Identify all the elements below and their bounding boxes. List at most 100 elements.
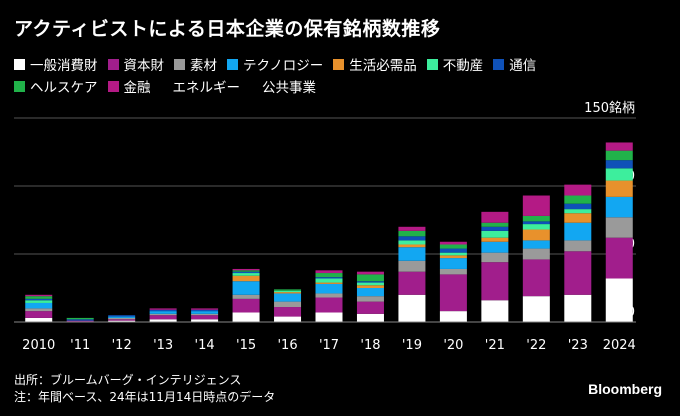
bar-segment [232, 294, 260, 299]
legend-item: テクノロジー [227, 54, 323, 74]
bar-segment [232, 275, 260, 282]
bar-segment [66, 320, 94, 322]
bar-segment [439, 268, 467, 275]
legend-label: 通信 [509, 58, 537, 74]
legend-swatch [107, 80, 119, 92]
x-tick-label: '15 [236, 338, 256, 353]
bar-segment [66, 319, 94, 321]
bar-segment [315, 273, 343, 278]
bar-segment [439, 248, 467, 253]
bar-segment [108, 320, 136, 322]
bar-segment [108, 319, 136, 321]
bar-segment [439, 274, 467, 312]
bar-segment [232, 271, 260, 274]
bar-segment [605, 278, 633, 322]
x-tick-label: 2024 [603, 338, 636, 353]
bar-segment [398, 244, 426, 248]
bar-segment [522, 240, 550, 249]
bar-segment [25, 298, 53, 301]
legend-swatch [493, 58, 505, 70]
bar-segment [25, 294, 53, 297]
bar-segment [149, 315, 177, 320]
bar-segment [232, 281, 260, 295]
legend-swatch [174, 58, 185, 70]
bar-segment [274, 316, 302, 322]
bar-segment [398, 240, 426, 245]
x-tick-label: '20 [443, 338, 463, 353]
bar-segment [315, 283, 343, 294]
bar-segment [315, 293, 343, 298]
bar-segment [481, 237, 509, 242]
bar-segment [439, 244, 467, 249]
legend-row: 一般消費財 資本財 素材 テクノロジー 生活必需品 不動産 通信 [14, 54, 674, 74]
bar-segment [522, 296, 550, 322]
bar-segment [605, 150, 633, 161]
bar-segment [149, 311, 177, 314]
bar-segment [25, 302, 53, 309]
legend-label: 公共事業 [262, 80, 316, 96]
bar-segment [315, 270, 343, 274]
bar-segment [191, 319, 219, 322]
legend-swatch [426, 58, 438, 70]
x-tick-label: '14 [195, 338, 215, 353]
chart-title: アクティビストによる日本企業の保有銘柄数推移 [14, 18, 441, 40]
bar-segment [605, 142, 633, 151]
legend-label: テクノロジー [243, 58, 324, 74]
legend-label: 資本財 [123, 58, 165, 74]
x-tick-label: '19 [402, 338, 422, 353]
legend-swatch [107, 58, 119, 70]
bar-segment [274, 307, 302, 317]
bar-segment [522, 221, 550, 225]
legend-label: 生活必需品 [349, 58, 417, 74]
legend-row: ヘルスケア 金融 エネルギー 公共事業 [14, 76, 674, 96]
bar-segment [564, 209, 592, 214]
bar-segment [25, 308, 53, 312]
bar-segment [439, 258, 467, 269]
x-tick-label: '21 [485, 338, 505, 353]
legend-swatch [14, 58, 25, 70]
y-tick-label: 150銘柄 [584, 101, 635, 116]
legend-item: エネルギー [161, 76, 241, 96]
bar-segment [66, 317, 94, 320]
x-tick-label: 2010 [22, 338, 55, 353]
bar-segment [481, 211, 509, 223]
bar-segment [232, 270, 260, 272]
chart-legend: 一般消費財 資本財 素材 テクノロジー 生活必需品 不動産 通信 ヘルスケア 金融 エネルギー 公… [14, 54, 674, 120]
bar-segment [25, 317, 53, 322]
bar-segment [398, 260, 426, 272]
bar-segment [398, 271, 426, 295]
bar-segment [315, 297, 343, 313]
bar-segment [605, 160, 633, 169]
bar-segment [356, 313, 384, 322]
bar-segment [605, 168, 633, 181]
bar-segment [25, 300, 53, 303]
bar-segment [191, 315, 219, 320]
legend-swatch [14, 80, 25, 92]
bar-segment [25, 311, 53, 318]
bar-segment [149, 319, 177, 322]
legend-label: 一般消費財 [30, 58, 98, 74]
bar-segment [481, 222, 509, 227]
bar-segment [481, 226, 509, 231]
bar-segment [356, 274, 384, 282]
bar-segment [564, 203, 592, 210]
bar-segment [522, 229, 550, 241]
bar-segment [356, 271, 384, 275]
legend-item: 公共事業 [250, 76, 316, 96]
legend-label: エネルギー [172, 80, 241, 96]
bar-segment [315, 278, 343, 283]
bar-segment [481, 262, 509, 301]
bar-segment [356, 281, 384, 283]
legend-item: 通信 [493, 54, 536, 74]
bar-segment [522, 224, 550, 230]
bar-segment [149, 313, 177, 316]
bar-segment [108, 316, 136, 318]
bar-segment [481, 300, 509, 322]
x-tick-label: '16 [277, 338, 297, 353]
x-tick-label: '22 [526, 338, 546, 353]
bar-segment [398, 230, 426, 237]
bar-segment [191, 308, 219, 310]
bar-segment [356, 285, 384, 288]
bar-segment [439, 241, 467, 245]
